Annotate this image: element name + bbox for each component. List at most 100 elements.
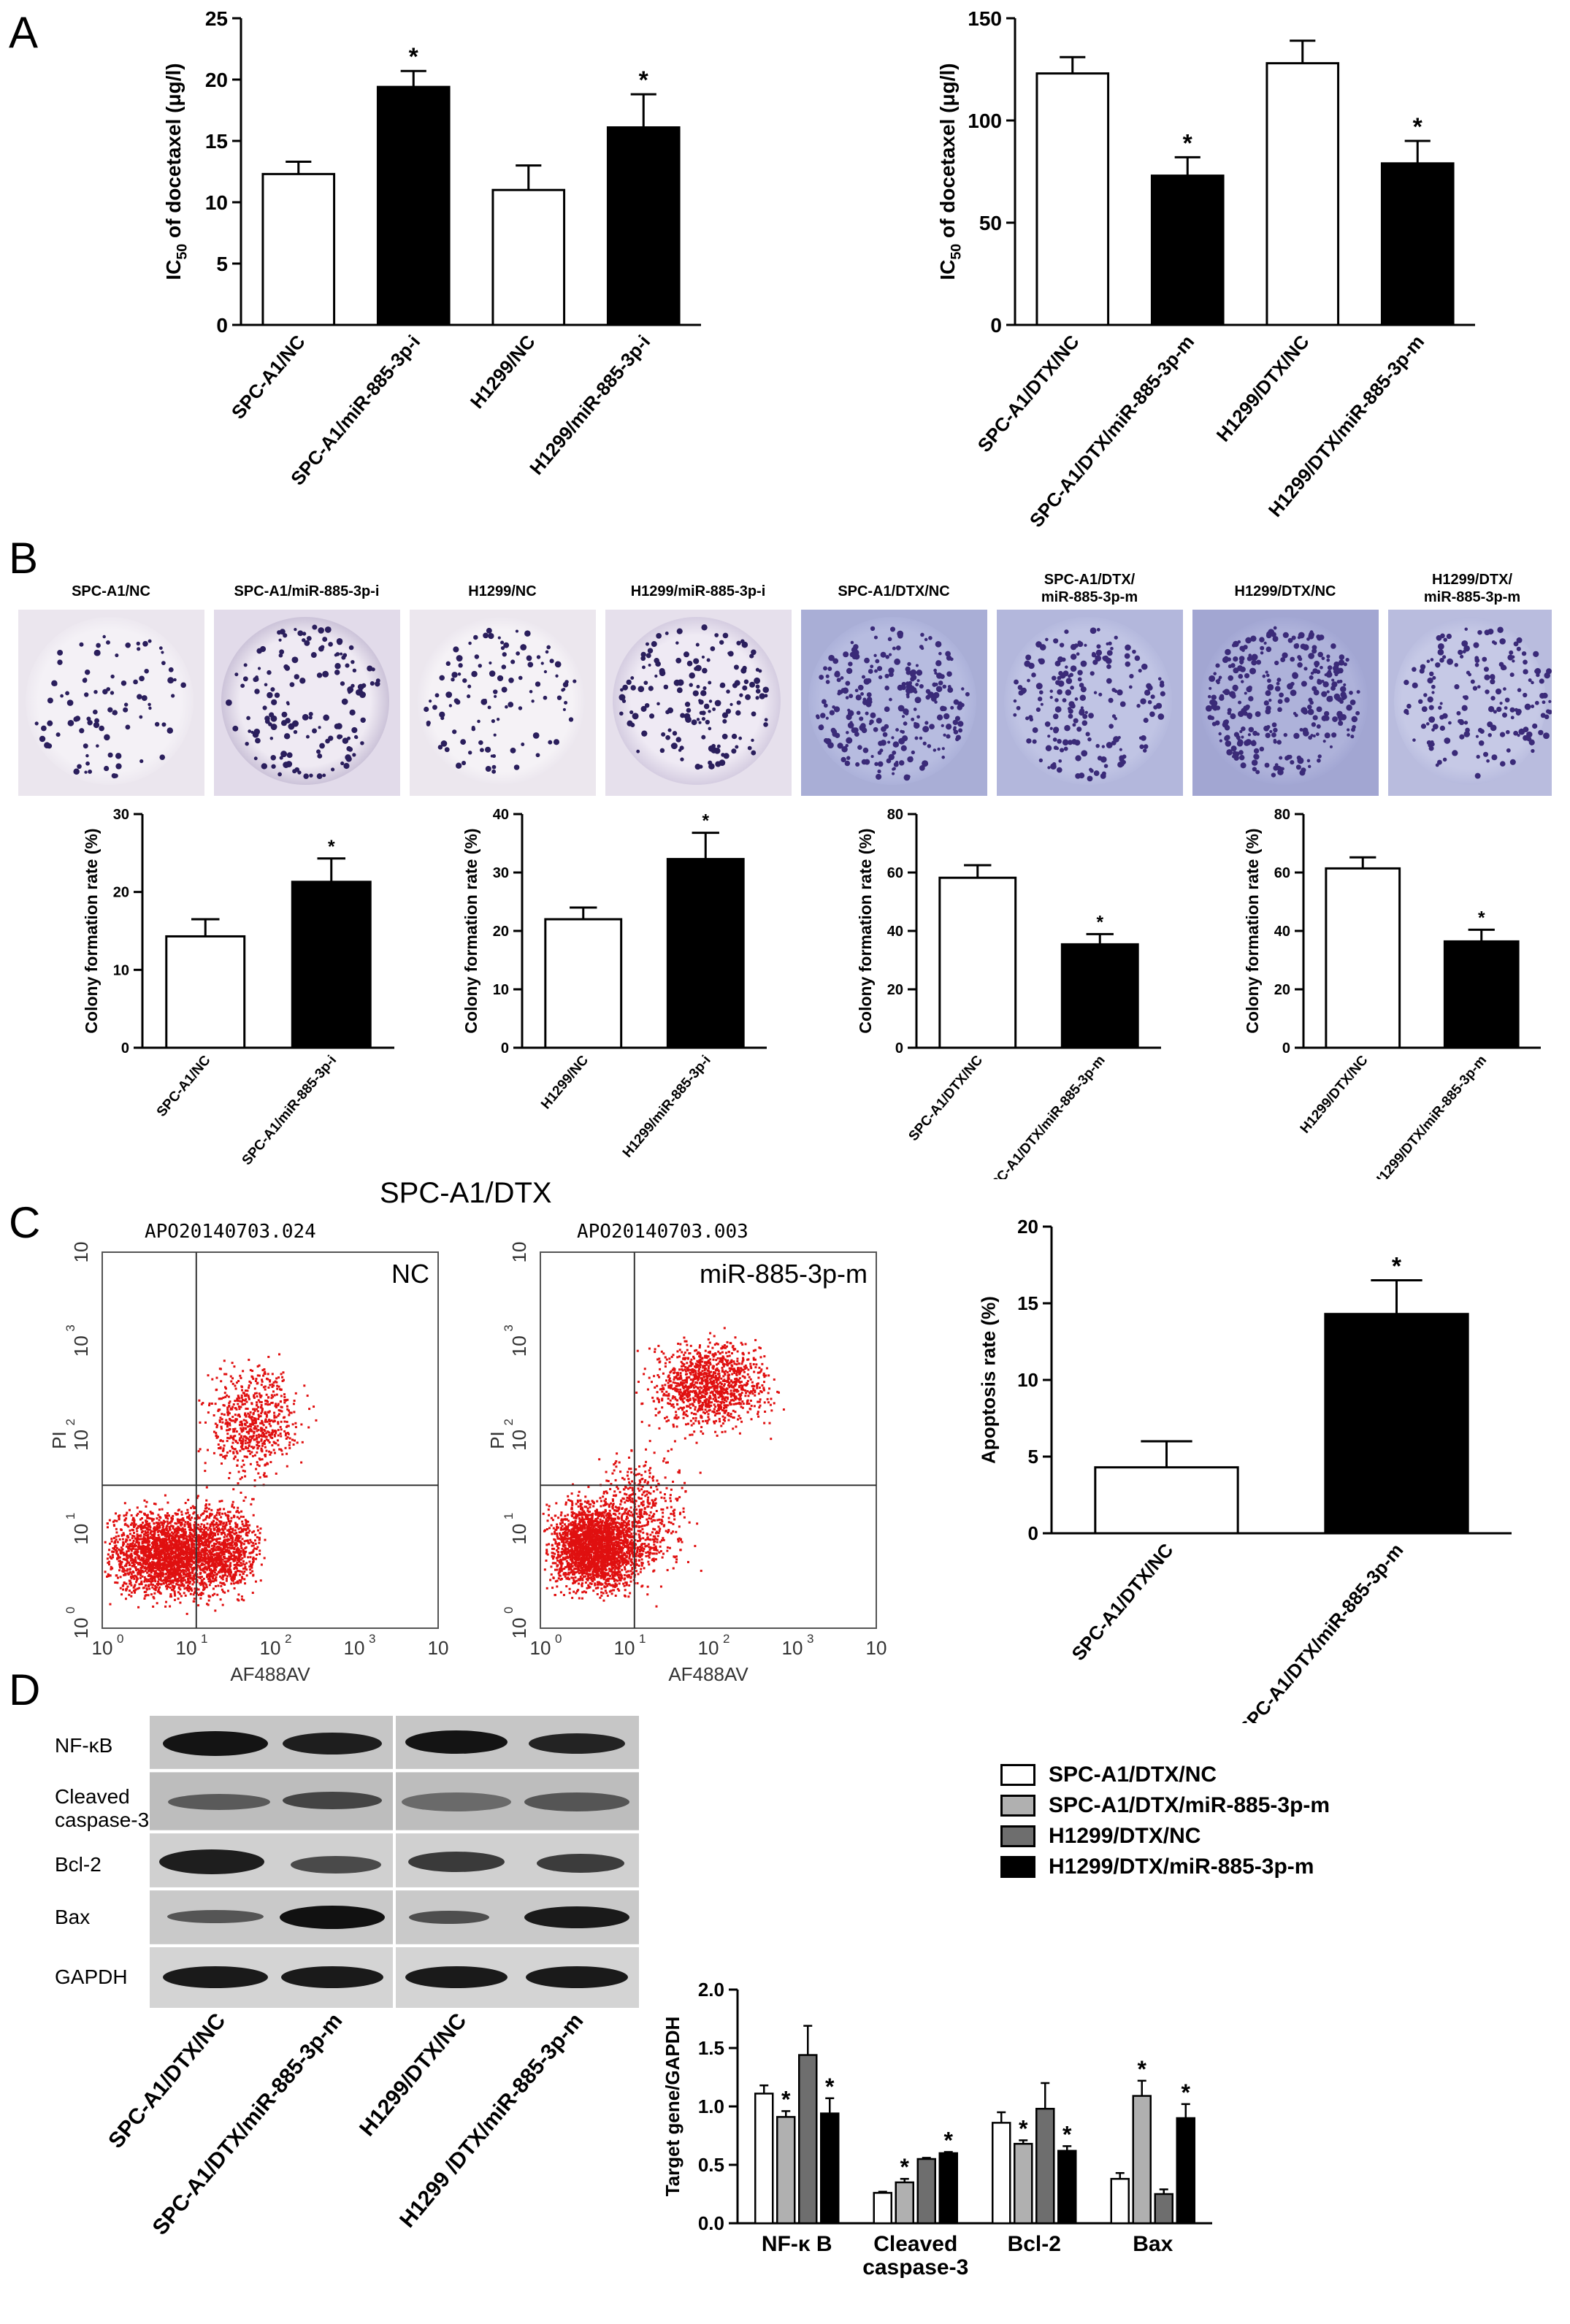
y-tick-label: 80 — [1274, 807, 1290, 823]
x-tick-exponent: 1 — [639, 1632, 646, 1646]
x-tick-exponent: 2 — [285, 1632, 291, 1646]
flow-plot-nc: NC100100101101102102103103104104AF488AVP… — [48, 1242, 448, 1685]
x-tick-exponent: 0 — [555, 1632, 562, 1646]
bar — [938, 876, 1017, 1049]
panel-letter-d: D — [9, 1665, 41, 1714]
x-tick-label: H1299/DTX/miR-885-3p-m — [1370, 1053, 1490, 1179]
y-axis-label: Target gene/GAPDH — [662, 2017, 683, 2197]
x-tick-exponent: 0 — [117, 1632, 123, 1646]
y-tick-label: 60 — [1274, 865, 1290, 881]
legend-item: H1299/DTX/NC — [1000, 1821, 1330, 1852]
y-tick-label: 10 — [508, 1242, 530, 1263]
y-tick-label: 1.0 — [698, 2095, 724, 2117]
scatter-points — [542, 1327, 785, 1608]
plate-label: H1299/DTX/NC — [1234, 583, 1336, 599]
x-tick-label: H1299/NC — [466, 331, 540, 413]
y-tick-exponent: 2 — [64, 1419, 77, 1425]
x-tick-label: SPC-A1/DTX/miR-885-3p-m — [982, 1053, 1108, 1179]
blot-lane-label: SPC-A1/DTX/NC — [104, 2009, 230, 2152]
x-tick-label: Cleaved — [873, 2232, 957, 2256]
y-tick-label: 10 — [70, 1618, 92, 1639]
x-tick-label: 10 — [614, 1637, 635, 1659]
x-tick-label: caspase-3 — [862, 2255, 968, 2278]
x-tick-label: 10 — [176, 1637, 197, 1659]
x-tick-label: H1299/miR-885-3p-i — [620, 1053, 714, 1161]
significance-marker: * — [1096, 913, 1103, 932]
legend-swatch — [1000, 1764, 1035, 1786]
significance-marker: * — [409, 43, 419, 71]
blot-lane-labels: SPC-A1/DTX/NC SPC-A1/DTX/miR-885-3p-m H1… — [104, 2009, 588, 2239]
x-tick-label: SPC-A1/NC — [154, 1053, 214, 1120]
bar — [165, 935, 246, 1049]
y-tick-label: 10 — [205, 191, 228, 214]
x-tick-label: 10 — [866, 1637, 887, 1659]
bar — [1094, 1466, 1239, 1535]
chart-b-2: 0 10 20 30 40 Colony formation rate (%) H1299/… — [462, 807, 767, 1161]
blot-label: Cleaved caspase-3 — [55, 1785, 150, 1831]
x-tick-label: 10 — [92, 1637, 113, 1659]
bar — [873, 2192, 892, 2225]
x-tick-exponent: 3 — [369, 1632, 375, 1646]
bar — [1035, 72, 1110, 326]
chart-d-grouped: 0.0 0.5 1.0 1.5 2.0 Target gene/GAPDH * * NF-κ B… — [662, 1979, 1212, 2278]
y-tick-label: 0 — [501, 1040, 509, 1056]
x-tick-label: 10 — [782, 1637, 803, 1659]
bar — [1380, 162, 1455, 326]
y-tick-label: 80 — [887, 807, 903, 823]
bar — [376, 85, 451, 326]
colony-dots — [34, 624, 1552, 782]
plate-label: SPC-A1/DTX/NC — [838, 583, 950, 599]
y-axis-label: IC50 of docetaxel (μg/l) — [162, 63, 190, 280]
plate-label: SPC-A1/DTX/ miR-885-3p-m — [1041, 572, 1138, 605]
bar — [1443, 940, 1520, 1049]
y-tick-label: 2.0 — [698, 1979, 724, 2001]
x-tick-label: 10 — [260, 1637, 281, 1659]
bar — [1060, 943, 1139, 1049]
y-tick-label: 10 — [508, 1430, 530, 1451]
y-tick-label: 10 — [113, 962, 129, 978]
x-tick-exponent: 2 — [723, 1632, 730, 1646]
significance-marker: * — [825, 2074, 835, 2100]
y-tick-label: 0.5 — [698, 2154, 724, 2176]
legend-item: H1299/DTX/miR-885-3p-m — [1000, 1852, 1330, 1882]
legend-item: SPC-A1/DTX/NC — [1000, 1760, 1330, 1790]
plate-image — [1388, 610, 1552, 796]
y-tick-label: 10 — [70, 1430, 92, 1451]
legend-item: SPC-A1/DTX/miR-885-3p-m — [1000, 1790, 1330, 1821]
panel-letter-a: A — [9, 8, 39, 57]
x-tick-label: NF-κ B — [762, 2232, 832, 2256]
y-tick-label: 40 — [1274, 924, 1290, 940]
x-tick-label: 10 — [698, 1637, 719, 1659]
significance-marker: * — [1138, 2056, 1147, 2082]
y-tick-label: 0 — [121, 1040, 129, 1056]
y-tick-exponent: 3 — [502, 1324, 516, 1331]
x-tick-label: SPC-A1/miR-885-3p-i — [240, 1053, 340, 1168]
y-tick-label: 10 — [70, 1242, 92, 1263]
bar — [1035, 2107, 1055, 2225]
y-tick-label: 40 — [887, 924, 903, 940]
panel-letter-c: C — [9, 1198, 41, 1247]
y-tick-label: 40 — [493, 807, 509, 823]
y-tick-label: 20 — [887, 982, 903, 998]
bar — [1176, 2117, 1195, 2225]
significance-marker: * — [702, 812, 709, 832]
x-tick-exponent: 1 — [201, 1632, 207, 1646]
blot-label: GAPDH — [55, 1966, 128, 1988]
y-tick-exponent: 0 — [502, 1607, 516, 1614]
bar — [992, 2122, 1011, 2225]
legend: SPC-A1/DTX/NC SPC-A1/DTX/miR-885-3p-m H1… — [1000, 1760, 1330, 1882]
western-blot — [150, 1716, 639, 2008]
y-tick-label: 100 — [968, 110, 1002, 132]
bar — [1132, 2095, 1152, 2225]
plate-label: H1299/miR-885-3p-i — [630, 583, 766, 599]
significance-marker: * — [781, 2086, 791, 2112]
blot-lane-label: SPC-A1/DTX/miR-885-3p-m — [148, 2009, 348, 2239]
bar — [1014, 2142, 1033, 2225]
plot-frame — [540, 1251, 877, 1629]
panel-letter-b: B — [9, 534, 39, 583]
x-tick-label: SPC-A1/NC — [227, 331, 310, 423]
y-tick-label: 0.0 — [698, 2212, 724, 2234]
y-axis-label: Apoptosis rate (%) — [977, 1296, 999, 1464]
plate-label: H1299/DTX/ miR-885-3p-m — [1423, 572, 1521, 605]
y-tick-label: 25 — [205, 7, 228, 30]
